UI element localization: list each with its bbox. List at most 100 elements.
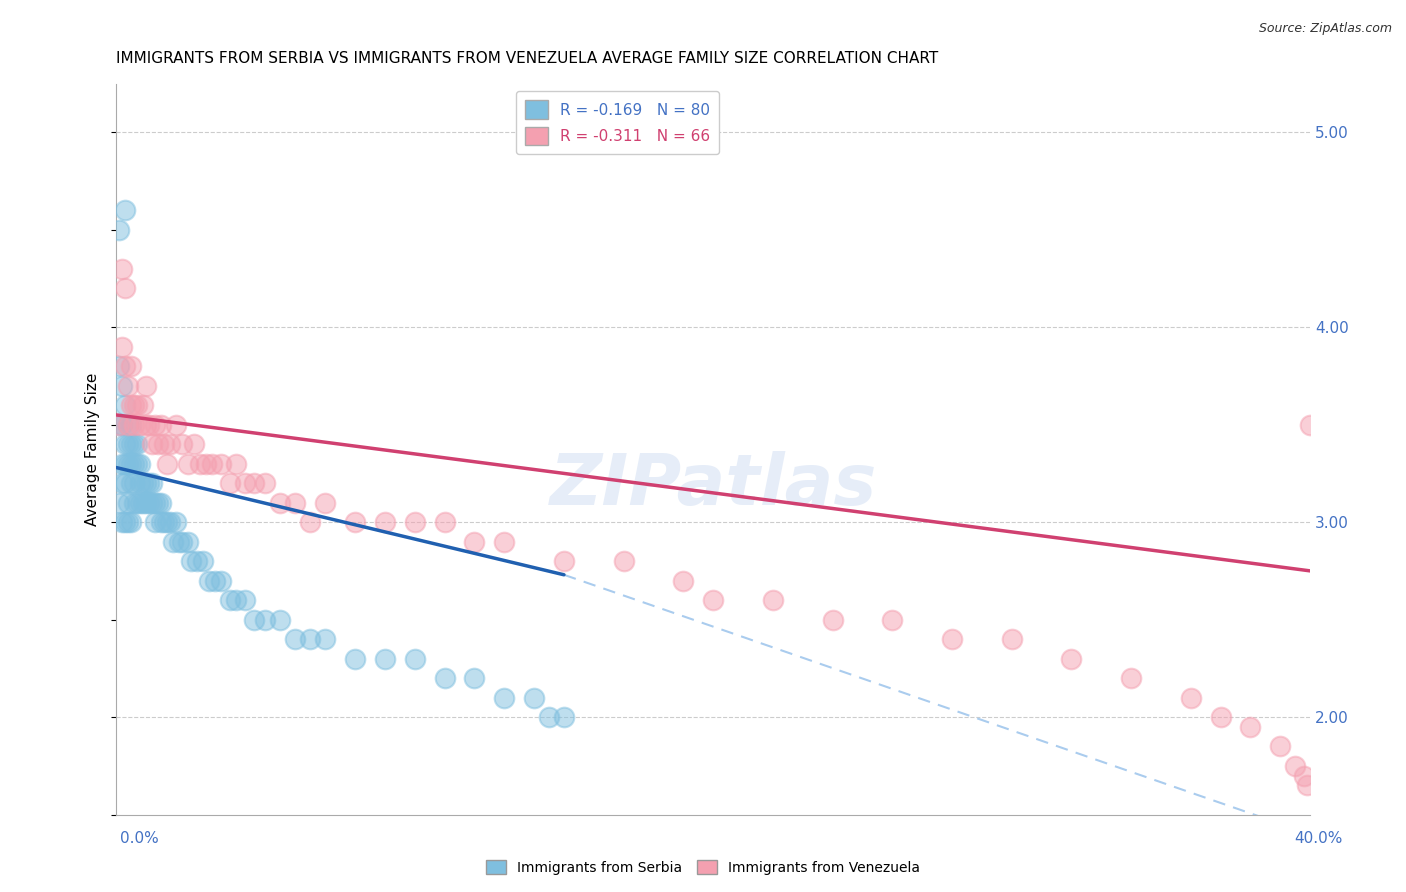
Point — [242, 613, 264, 627]
Point — [194, 457, 217, 471]
Point — [127, 437, 149, 451]
Point — [120, 417, 142, 432]
Point — [1001, 632, 1024, 646]
Point — [120, 398, 142, 412]
Point — [1270, 739, 1292, 754]
Point — [1284, 759, 1306, 773]
Point — [165, 417, 187, 432]
Point — [233, 593, 256, 607]
Text: IMMIGRANTS FROM SERBIA VS IMMIGRANTS FROM VENEZUELA AVERAGE FAMILY SIZE CORRELAT: IMMIGRANTS FROM SERBIA VS IMMIGRANTS FRO… — [117, 51, 939, 66]
Point — [494, 534, 516, 549]
Point — [127, 398, 149, 412]
Point — [117, 417, 139, 432]
Point — [254, 476, 277, 491]
Point — [108, 417, 131, 432]
Point — [129, 457, 152, 471]
Point — [463, 671, 485, 685]
Point — [150, 417, 173, 432]
Point — [254, 613, 277, 627]
Point — [138, 476, 160, 491]
Point — [314, 632, 336, 646]
Point — [111, 378, 134, 392]
Point — [122, 417, 145, 432]
Point — [156, 515, 179, 529]
Point — [122, 398, 145, 412]
Point — [108, 417, 131, 432]
Point — [111, 476, 134, 491]
Point — [120, 437, 142, 451]
Point — [821, 613, 844, 627]
Point — [111, 417, 134, 432]
Point — [269, 613, 291, 627]
Point — [108, 496, 131, 510]
Point — [141, 476, 163, 491]
Point — [537, 710, 560, 724]
Y-axis label: Average Family Size: Average Family Size — [86, 372, 100, 525]
Point — [198, 574, 221, 588]
Point — [108, 359, 131, 374]
Point — [225, 593, 247, 607]
Point — [114, 203, 136, 218]
Point — [122, 476, 145, 491]
Point — [129, 496, 152, 510]
Point — [138, 496, 160, 510]
Point — [141, 437, 163, 451]
Point — [153, 515, 176, 529]
Point — [177, 457, 200, 471]
Point — [1299, 417, 1322, 432]
Point — [114, 515, 136, 529]
Point — [150, 515, 173, 529]
Point — [374, 651, 396, 665]
Point — [114, 398, 136, 412]
Point — [114, 457, 136, 471]
Point — [191, 554, 214, 568]
Point — [132, 398, 155, 412]
Point — [404, 515, 426, 529]
Point — [114, 359, 136, 374]
Point — [209, 457, 232, 471]
Point — [494, 690, 516, 705]
Point — [120, 457, 142, 471]
Point — [209, 574, 232, 588]
Point — [553, 554, 575, 568]
Point — [122, 437, 145, 451]
Point — [284, 496, 307, 510]
Text: ZIPatlas: ZIPatlas — [550, 451, 877, 520]
Point — [129, 476, 152, 491]
Point — [344, 515, 367, 529]
Point — [204, 574, 226, 588]
Point — [170, 437, 193, 451]
Point — [553, 710, 575, 724]
Point — [153, 437, 176, 451]
Point — [374, 515, 396, 529]
Legend: Immigrants from Serbia, Immigrants from Venezuela: Immigrants from Serbia, Immigrants from … — [479, 855, 927, 880]
Text: 40.0%: 40.0% — [1295, 831, 1343, 846]
Point — [523, 690, 546, 705]
Point — [117, 496, 139, 510]
Point — [1180, 690, 1202, 705]
Point — [117, 457, 139, 471]
Point — [702, 593, 724, 607]
Point — [269, 496, 291, 510]
Point — [188, 457, 211, 471]
Point — [135, 417, 157, 432]
Point — [159, 437, 181, 451]
Point — [225, 457, 247, 471]
Point — [165, 515, 187, 529]
Point — [122, 457, 145, 471]
Legend: R = -0.169   N = 80, R = -0.311   N = 66: R = -0.169 N = 80, R = -0.311 N = 66 — [516, 91, 720, 154]
Point — [143, 496, 166, 510]
Point — [433, 671, 456, 685]
Point — [672, 574, 695, 588]
Point — [122, 496, 145, 510]
Point — [186, 554, 208, 568]
Point — [299, 515, 322, 529]
Point — [882, 613, 904, 627]
Point — [111, 340, 134, 354]
Point — [762, 593, 785, 607]
Point — [120, 476, 142, 491]
Point — [114, 281, 136, 295]
Point — [1296, 778, 1319, 792]
Point — [1239, 720, 1261, 734]
Point — [1209, 710, 1232, 724]
